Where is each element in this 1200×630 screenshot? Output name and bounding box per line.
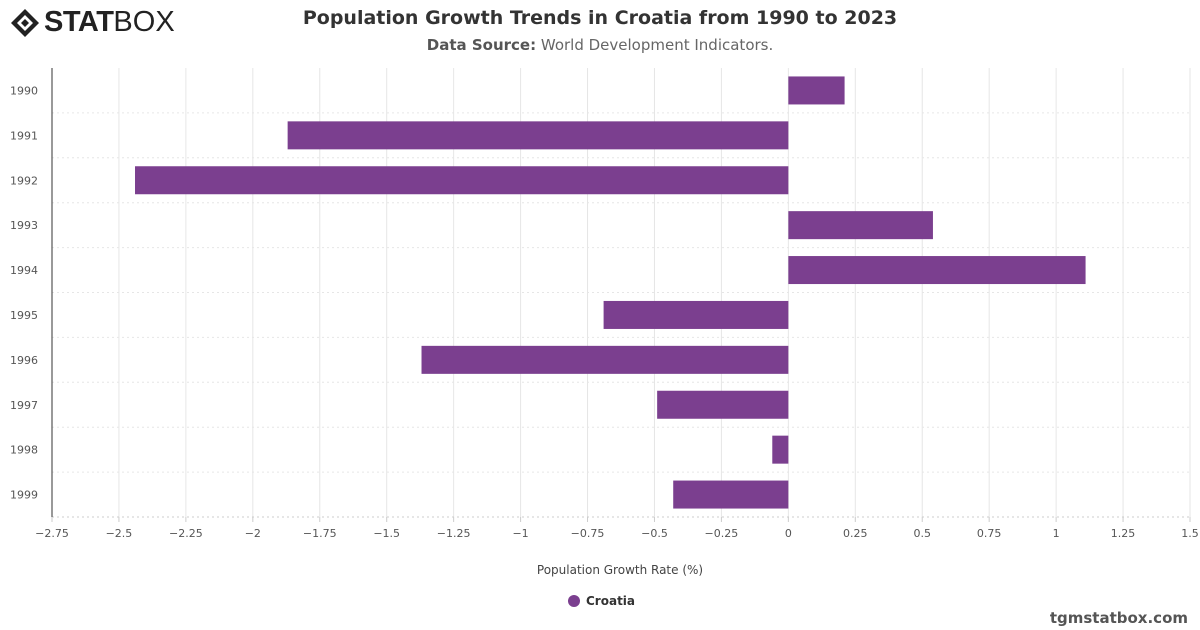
bar-1995	[603, 300, 789, 329]
x-tick-label: 0	[785, 527, 792, 540]
x-tick-label: 0.25	[843, 527, 868, 540]
bar-1994	[788, 256, 1086, 285]
x-tick-label: −2.5	[106, 527, 133, 540]
x-tick-label: −1.75	[303, 527, 337, 540]
bar-1997	[657, 390, 789, 419]
logo-text-light: BOX	[113, 6, 175, 38]
x-tick-label: −2	[245, 527, 261, 540]
legend-marker	[568, 595, 580, 607]
y-tick-label: 1998	[10, 444, 38, 457]
y-tick-label: 1997	[10, 399, 38, 412]
site-credit: tgmstatbox.com	[1049, 609, 1188, 627]
x-axis-label: Population Growth Rate (%)	[536, 563, 704, 577]
chart-title: Population Growth Trends in Croatia from…	[302, 7, 898, 29]
x-tick-label: −0.5	[641, 527, 668, 540]
x-tick-label: 0.5	[913, 527, 931, 540]
y-tick-label: 1992	[10, 174, 38, 187]
bar-1999	[673, 480, 789, 509]
x-tick-label: 1	[1053, 527, 1060, 540]
y-tick-label: 1993	[10, 219, 38, 232]
x-tick-label: −1.5	[373, 527, 400, 540]
bar-1990	[788, 76, 845, 105]
y-tick-label: 1990	[10, 84, 38, 97]
bar-1993	[788, 211, 933, 240]
y-tick-label: 1996	[10, 354, 38, 367]
source-value: World Development Indicators.	[540, 36, 774, 54]
x-tick-label: −1	[512, 527, 528, 540]
x-tick-label: 0.75	[977, 527, 1002, 540]
legend-item-croatia[interactable]: Croatia	[568, 594, 635, 608]
bar-1998	[772, 435, 789, 464]
x-tick-label: −2.75	[35, 527, 69, 540]
bar-1996	[421, 345, 789, 374]
x-tick-label: −0.75	[571, 527, 605, 540]
x-tick-label: 1.25	[1111, 527, 1136, 540]
y-tick-label: 1994	[10, 264, 38, 277]
x-tick-label: −2.25	[169, 527, 203, 540]
y-tick-label: 1999	[10, 489, 38, 502]
legend-label: Croatia	[586, 594, 636, 608]
x-tick-label: −0.25	[705, 527, 739, 540]
bar-1991	[287, 121, 789, 150]
x-tick-label: 1.5	[1181, 527, 1199, 540]
x-tick-label: −1.25	[437, 527, 471, 540]
source-label: Data Source:	[426, 36, 537, 54]
bar-1992	[135, 166, 789, 195]
statbox-logo: STAT BOX	[10, 6, 175, 39]
chart-subtitle: Data Source: World Development Indicator…	[0, 36, 1200, 54]
y-tick-label: 1991	[10, 129, 38, 142]
diamond-logo-icon	[11, 8, 39, 37]
y-tick-label: 1995	[10, 309, 38, 322]
logo-text-bold: STAT	[44, 6, 114, 38]
